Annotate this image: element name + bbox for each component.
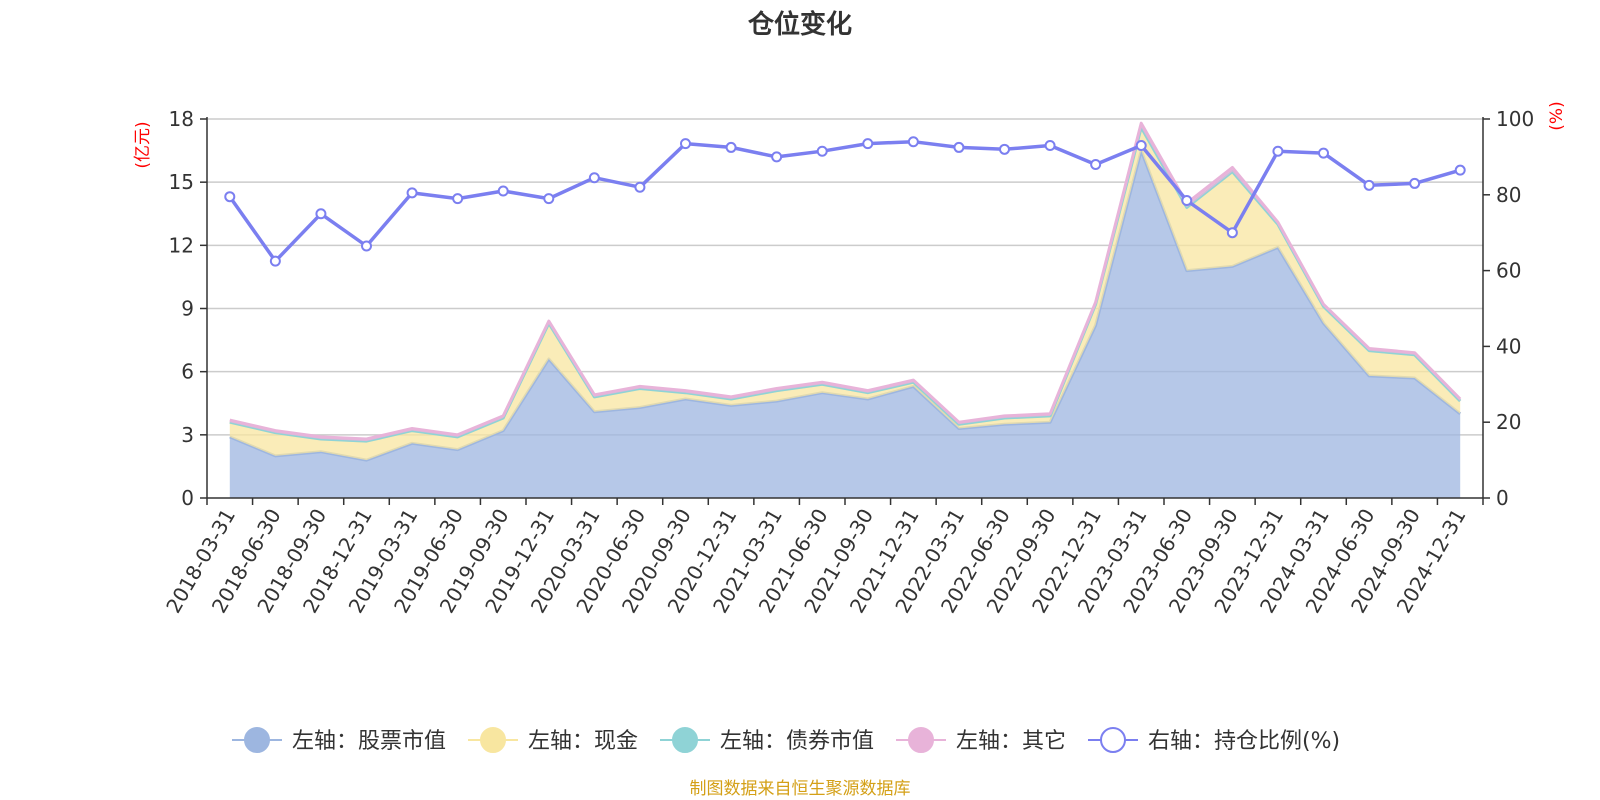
line-point	[1226, 227, 1238, 239]
left-axis-unit: (亿元)	[133, 121, 153, 168]
line-point	[907, 136, 919, 148]
area-左轴：股票市值	[229, 150, 1461, 498]
legend: 左轴：股票市值 左轴：现金 左轴：债券市值 左轴：其它 右轴：持仓比例(%)	[232, 727, 1340, 754]
legend-marker	[244, 727, 270, 753]
line-point	[725, 141, 737, 153]
legend-marker	[908, 727, 934, 753]
right-axis-tick-label: 80	[1496, 183, 1521, 207]
line-point	[1363, 179, 1375, 191]
right-axis-tick-label: 60	[1496, 259, 1521, 283]
line-point	[1044, 140, 1056, 152]
legend-label: 左轴：现金	[528, 729, 638, 754]
source-note: 制图数据来自恒生聚源数据库	[690, 779, 911, 799]
line-point	[1090, 158, 1102, 170]
line-point	[1318, 147, 1329, 159]
line-point	[1454, 164, 1466, 176]
line-point	[1181, 194, 1193, 206]
left-axis-tick-label: 12	[169, 233, 194, 257]
legend-item: 左轴：债券市值	[660, 727, 874, 754]
left-axis-tick-label: 15	[169, 170, 194, 194]
chart-title: 仓位变化	[747, 9, 852, 40]
line-point	[1135, 140, 1147, 152]
line-右轴：持仓比例(%)	[228, 139, 1461, 263]
line-point	[816, 145, 828, 157]
line-point	[1409, 177, 1421, 189]
legend-item: 左轴：其它	[896, 727, 1066, 754]
right-axis-unit: (%)	[1547, 101, 1567, 130]
area-series	[229, 121, 1462, 498]
line-point	[953, 141, 965, 153]
line-point	[497, 185, 509, 197]
line-point	[862, 138, 874, 150]
left-axis-tick-label: 6	[181, 360, 194, 384]
line-point	[771, 151, 783, 163]
legend-marker	[672, 727, 698, 753]
line-point	[999, 143, 1010, 155]
right-axis-tick-label: 20	[1496, 410, 1521, 434]
legend-item: 左轴：股票市值	[232, 727, 446, 754]
left-axis-tick-label: 9	[181, 297, 194, 321]
line-point	[224, 191, 236, 203]
line-point	[406, 187, 418, 199]
line-point	[588, 172, 600, 184]
legend-marker	[480, 727, 506, 753]
legend-marker	[1100, 727, 1126, 753]
legend-label: 左轴：股票市值	[292, 729, 446, 754]
line-point	[315, 208, 327, 220]
right-axis-tick-label: 100	[1496, 107, 1534, 131]
line-point	[269, 255, 281, 267]
line-point	[543, 193, 555, 205]
line-series	[224, 136, 1466, 267]
left-axis-tick-label: 0	[181, 486, 194, 510]
legend-label: 右轴：持仓比例(%)	[1148, 729, 1340, 754]
line-point	[634, 181, 646, 193]
right-axis-tick-label: 0	[1496, 486, 1509, 510]
line-point	[680, 138, 691, 150]
legend-item: 右轴：持仓比例(%)	[1088, 727, 1340, 754]
line-point	[1272, 145, 1284, 157]
area-左轴：现金	[229, 127, 1461, 461]
legend-label: 左轴：债券市值	[720, 729, 874, 754]
right-axis-tick-label: 40	[1496, 334, 1521, 358]
legend-item: 左轴：现金	[468, 727, 638, 754]
line-point	[452, 193, 464, 205]
left-axis-tick-label: 3	[181, 423, 194, 447]
left-axis-tick-label: 18	[169, 107, 194, 131]
line-point	[361, 240, 372, 252]
legend-label: 左轴：其它	[956, 729, 1066, 754]
